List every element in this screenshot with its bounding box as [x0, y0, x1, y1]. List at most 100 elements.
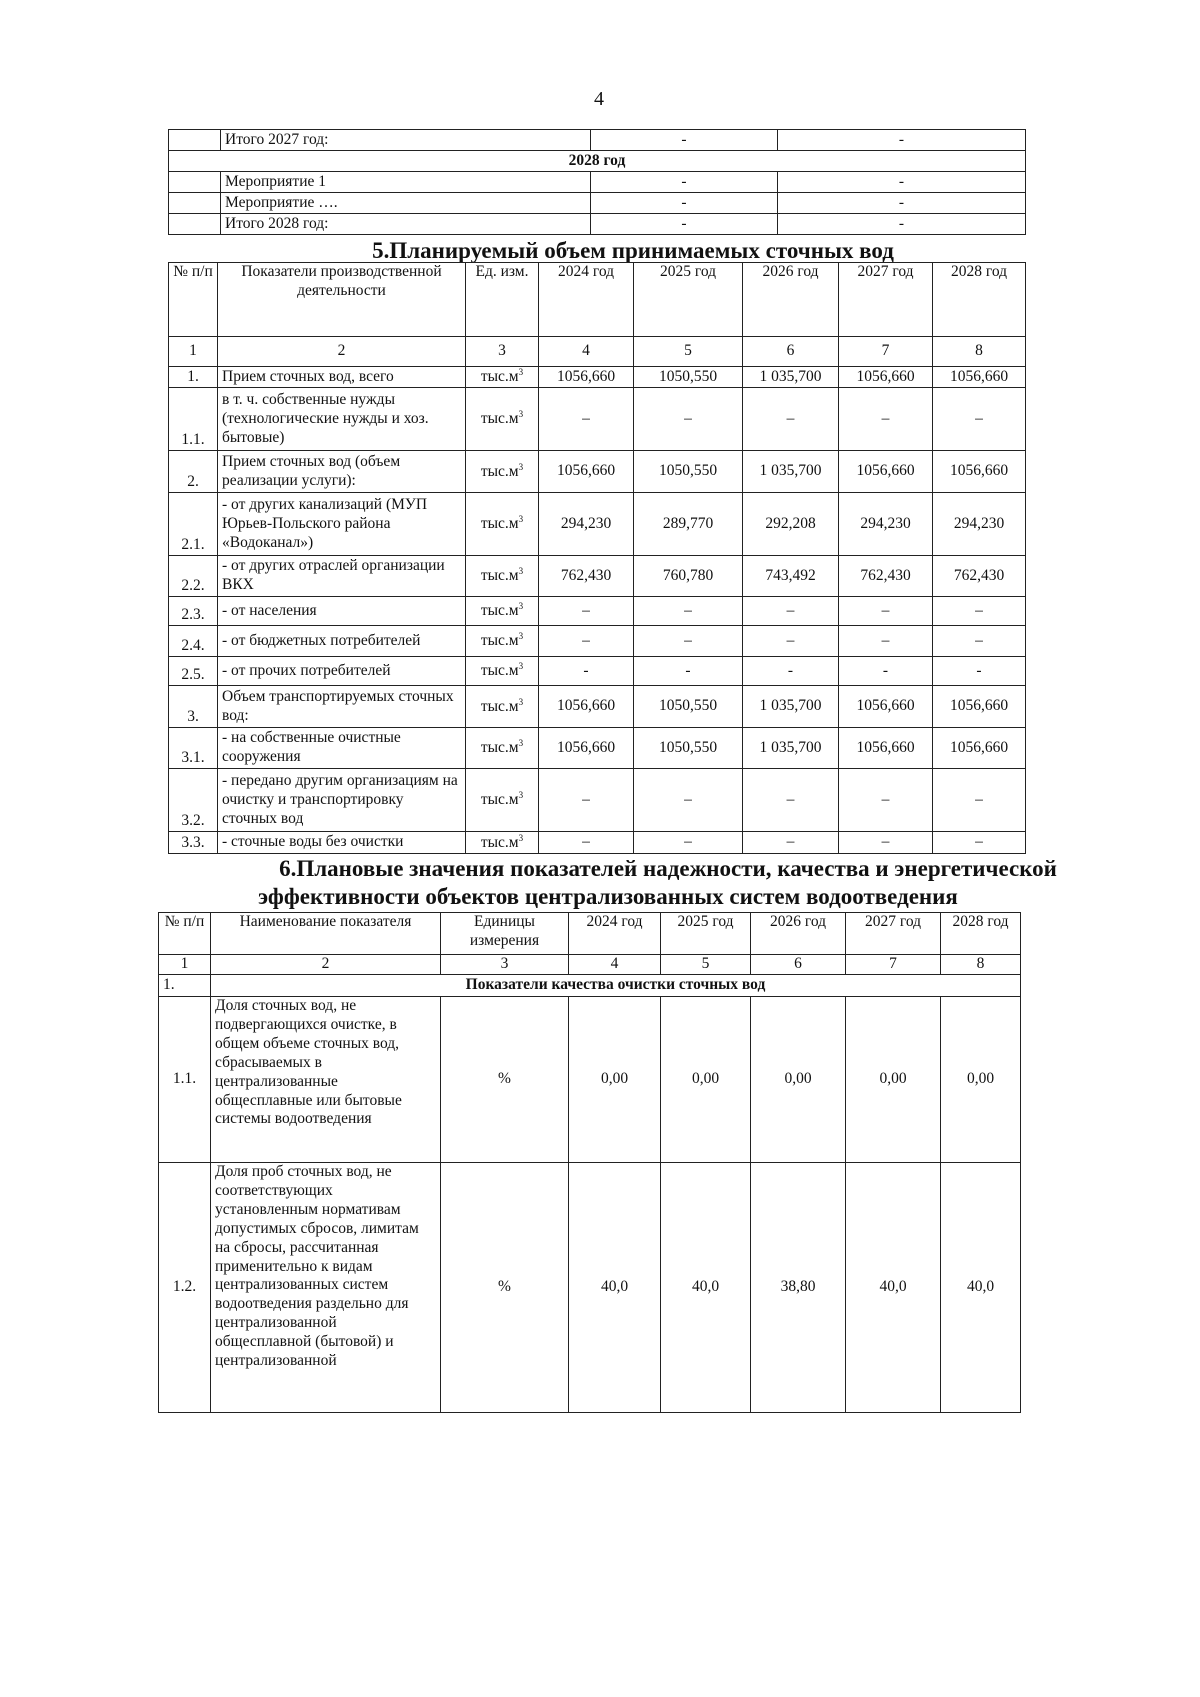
- row-number: 1.2.: [158, 1162, 211, 1413]
- row-number: 3.: [168, 685, 218, 729]
- row-label: Мероприятие 1: [220, 171, 591, 193]
- unit-text: тыс.м: [480, 662, 519, 680]
- column-header: 2025 год: [633, 262, 743, 337]
- value-cell: –: [932, 768, 1026, 833]
- value-cell: 1 035,700: [742, 727, 839, 770]
- row-label: Мероприятие ….: [220, 192, 591, 214]
- column-number: 2: [210, 954, 441, 975]
- column-number: 8: [940, 954, 1021, 975]
- indicator-name: - на собственные очистные сооружения: [217, 727, 466, 770]
- value-cell: –: [538, 387, 634, 452]
- indicator-name: в т. ч. собственные нужды (технологическ…: [217, 387, 466, 452]
- value-cell: 40,0: [940, 1162, 1021, 1413]
- value-cell: 292,208: [742, 492, 839, 557]
- value-cell: –: [538, 596, 634, 627]
- column-number: 5: [633, 336, 743, 367]
- table-row: 3.2. - передано другим организациям на оч…: [168, 768, 1026, 833]
- indicator-name: - от бюджетных потребителей: [217, 625, 466, 658]
- value-cell: –: [838, 768, 933, 833]
- value-cell: 1056,660: [932, 450, 1026, 494]
- value-cell: –: [538, 768, 634, 833]
- value-cell: 762,430: [932, 555, 1026, 598]
- unit-cell: тыс.м3: [465, 831, 539, 855]
- column-header: № п/п: [168, 262, 218, 337]
- unit-cell: тыс.м3: [465, 596, 539, 627]
- value-cell: 1056,660: [838, 365, 933, 389]
- table-row: 2. Прием сточных вод (объем реализации ус…: [168, 450, 1026, 494]
- value-cell: –: [932, 625, 1026, 658]
- table-row: 1.1. в т. ч. собственные нужды (технологи…: [168, 387, 1026, 452]
- row-number: 2.4.: [168, 625, 218, 658]
- value-cell: 0,00: [568, 996, 661, 1163]
- unit-cell: %: [440, 996, 569, 1163]
- unit-exponent: 3: [518, 461, 524, 472]
- value-cell: –: [742, 768, 839, 833]
- row-number: 3.1.: [168, 727, 218, 770]
- column-number: 4: [568, 954, 661, 975]
- value-cell: -: [777, 129, 1026, 151]
- unit-text: тыс.м: [480, 567, 519, 585]
- value-cell: 1056,660: [538, 450, 634, 494]
- indicator-name: Доля сточных вод, не подвергающихся очис…: [210, 996, 441, 1163]
- value-cell: 40,0: [660, 1162, 751, 1413]
- unit-cell: тыс.м3: [465, 387, 539, 452]
- header-row: № п/п Показатели производственной деятель…: [168, 262, 1026, 337]
- indicator-name: - от прочих потребителей: [217, 656, 466, 687]
- value-cell: -: [777, 171, 1026, 193]
- indicator-name: - сточные воды без очистки: [217, 831, 466, 855]
- indicator-name: - от населения: [217, 596, 466, 627]
- column-header: 2024 год: [568, 912, 661, 955]
- table-row: 1.1. Доля сточных вод, не подвергающихся …: [158, 996, 1021, 1163]
- value-cell: 1050,550: [633, 727, 743, 770]
- value-cell: –: [838, 625, 933, 658]
- section6-title-line1: 6.Плановые значения показателей надежнос…: [279, 856, 1057, 881]
- value-cell: 762,430: [538, 555, 634, 598]
- value-cell: -: [777, 213, 1026, 235]
- value-cell: 289,770: [633, 492, 743, 557]
- indicator-name: - от других канализаций (МУП Юрьев-Польс…: [217, 492, 466, 557]
- unit-text: тыс.м: [480, 697, 519, 715]
- table-row: 2.1. - от других канализаций (МУП Юрьев-П…: [168, 492, 1026, 557]
- value-cell: -: [590, 213, 778, 235]
- row-number: 1.1.: [168, 387, 218, 452]
- column-header: 2028 год: [932, 262, 1026, 337]
- unit-text: тыс.м: [480, 410, 519, 428]
- row-number: 2.5.: [168, 656, 218, 687]
- value-cell: 743,492: [742, 555, 839, 598]
- value-cell: -: [538, 656, 634, 687]
- group-number: 1.: [158, 974, 211, 997]
- value-cell: -: [590, 192, 778, 214]
- value-cell: 1056,660: [538, 685, 634, 729]
- indicator-name: Прием сточных вод (объем реализации услу…: [217, 450, 466, 494]
- row-number: 2.1.: [168, 492, 218, 557]
- value-cell: –: [932, 387, 1026, 452]
- value-cell: –: [633, 625, 743, 658]
- indicator-name: Прием сточных вод, всего: [217, 365, 466, 389]
- value-cell: 1050,550: [633, 685, 743, 729]
- value-cell: 1 035,700: [742, 365, 839, 389]
- indicator-name: Доля проб сточных вод, не соответствующи…: [210, 1162, 441, 1413]
- section5-title: 5.Планируемый объем принимаемых сточных …: [372, 238, 894, 263]
- value-cell: 1056,660: [538, 365, 634, 389]
- group-title: Показатели качества очистки сточных вод: [210, 974, 1021, 997]
- row-number-cell: [168, 192, 221, 214]
- value-cell: –: [932, 596, 1026, 627]
- table-row: 2.4. - от бюджетных потребителей тыс.м3– – –…: [168, 625, 1026, 658]
- table-row: 3.3. - сточные воды без очистки тыс.м3– – – –…: [168, 831, 1026, 855]
- value-cell: –: [538, 831, 634, 855]
- table-row: 2.5. - от прочих потребителей тыс.м3- - - - -: [168, 656, 1026, 687]
- value-cell: 1056,660: [932, 727, 1026, 770]
- column-number: 5: [660, 954, 751, 975]
- column-header: 2024 год: [538, 262, 634, 337]
- value-cell: –: [633, 596, 743, 627]
- unit-exponent: 3: [518, 601, 524, 612]
- section6-title-line2: эффективности объектов централизованных …: [258, 884, 958, 909]
- column-number: 8: [932, 336, 1026, 367]
- row-number: 2.2.: [168, 555, 218, 598]
- unit-cell: тыс.м3: [465, 625, 539, 658]
- unit-exponent: 3: [518, 409, 524, 420]
- unit-cell: тыс.м3: [465, 365, 539, 389]
- unit-exponent: 3: [518, 631, 524, 642]
- column-header: 2026 год: [742, 262, 839, 337]
